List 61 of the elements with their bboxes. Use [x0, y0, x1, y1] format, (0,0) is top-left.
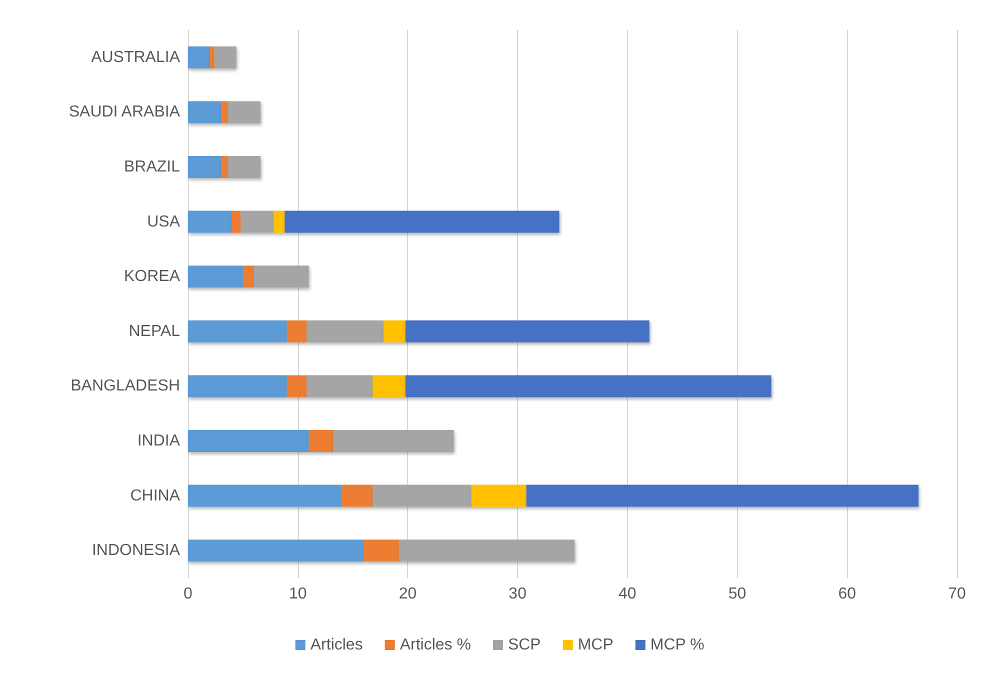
bar	[220, 156, 228, 178]
y-tick-label: SAUDI ARABIA	[68, 104, 180, 121]
x-tick-label: 20	[398, 586, 417, 602]
bar	[342, 484, 373, 507]
bar	[188, 484, 342, 507]
x-tick-label: 40	[618, 586, 636, 602]
bar	[188, 430, 309, 452]
legend-label: SCP	[508, 636, 541, 654]
x-tick-label: 50	[728, 586, 746, 602]
y-tick-label: NEPAL	[128, 322, 180, 340]
bar	[188, 375, 287, 398]
bar	[188, 101, 221, 124]
y-tick-label: BRAZIL	[124, 158, 180, 176]
bar	[372, 375, 406, 398]
bar	[228, 156, 261, 178]
bar	[471, 484, 526, 507]
y-tick-label: USA	[147, 213, 180, 230]
y-tick-label: INDIA	[137, 432, 180, 450]
bar	[406, 375, 772, 398]
bar	[188, 266, 243, 288]
y-tick-label: KOREA	[124, 268, 180, 286]
x-tick-label: 0	[184, 586, 193, 602]
bar	[240, 210, 274, 233]
bar	[308, 430, 334, 452]
bar	[398, 540, 575, 562]
x-tick-label: 30	[508, 586, 527, 602]
bar	[286, 320, 307, 342]
y-tick-label: AUSTRALIA	[91, 48, 180, 66]
y-tick-label: BANGLADESH	[70, 378, 180, 395]
bar	[232, 210, 241, 233]
bar	[228, 101, 261, 124]
bar	[188, 46, 210, 68]
bar	[274, 210, 285, 233]
bar	[406, 320, 650, 342]
bar	[364, 540, 399, 562]
bar	[188, 540, 364, 562]
bar	[254, 266, 309, 288]
y-tick-label: CHINA	[130, 487, 180, 504]
bar	[306, 375, 373, 398]
bar	[526, 484, 919, 507]
bar	[284, 210, 560, 233]
bar	[333, 430, 454, 452]
bar	[286, 375, 307, 398]
bar	[214, 46, 236, 68]
legend-label: MCP	[578, 636, 614, 654]
legend-label: Articles %	[400, 636, 471, 654]
y-tick-label: INDONESIA	[92, 542, 180, 560]
bar	[384, 320, 406, 342]
x-tick-label: 60	[838, 586, 856, 602]
legend-label: Articles	[310, 636, 363, 654]
bar	[210, 46, 214, 68]
bar	[188, 210, 232, 233]
bar	[306, 320, 384, 342]
bar	[188, 156, 221, 178]
x-tick-label: 70	[948, 586, 966, 602]
bar	[372, 484, 472, 507]
x-tick-label: 10	[288, 586, 307, 602]
bar	[220, 101, 228, 124]
bar	[188, 320, 287, 342]
legend-label: MCP %	[650, 636, 704, 654]
bar	[242, 266, 254, 288]
